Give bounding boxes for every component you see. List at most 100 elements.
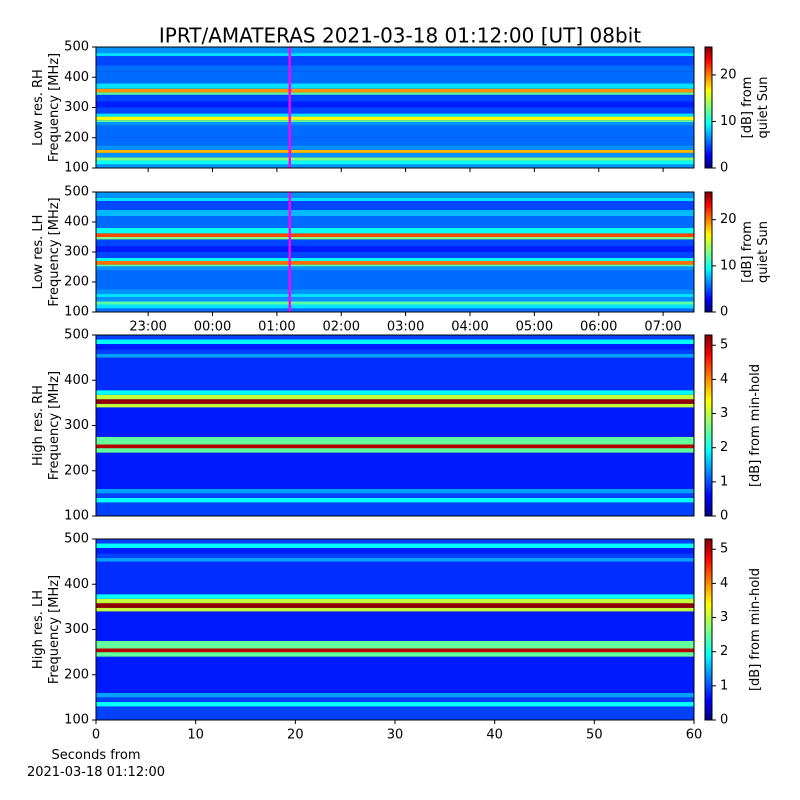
heatmap-band xyxy=(96,394,694,400)
x-tick-label: 60 xyxy=(686,728,703,743)
x-tick-label: 10 xyxy=(187,728,204,743)
heatmap-band xyxy=(96,71,694,84)
heatmap-band xyxy=(96,497,694,503)
heatmap-band xyxy=(96,107,694,114)
colorbar-tick-label: 3 xyxy=(720,610,728,625)
colorbar-tick-label: 4 xyxy=(720,372,728,387)
y-tick-label: 100 xyxy=(64,509,89,524)
heatmap-band xyxy=(96,692,694,698)
y-axis-label-line: Low res. LH xyxy=(31,215,46,290)
heatmap-band xyxy=(96,88,694,93)
heatmap-band xyxy=(96,349,694,355)
heatmap-band xyxy=(96,403,694,408)
colorbar-tick-label: 10 xyxy=(720,258,737,273)
y-tick-label: 300 xyxy=(64,418,89,433)
y-tick-label: 400 xyxy=(64,373,89,388)
colorbar-label: [dB] fromquiet Sun xyxy=(740,221,771,283)
colorbar-label-line: [dB] from min-hold xyxy=(748,568,763,691)
heatmap-band xyxy=(96,101,694,108)
y-tick-label: 400 xyxy=(64,70,89,85)
colorbar xyxy=(704,46,713,169)
heatmap-band xyxy=(96,436,694,445)
y-axis-label-line: Frequency [MHz] xyxy=(47,575,62,684)
heatmap-band xyxy=(96,648,694,653)
colorbar-label-line: quiet Sun xyxy=(756,76,771,138)
heatmap-band xyxy=(96,594,694,599)
y-tick-label: 500 xyxy=(64,532,89,547)
heatmap-band xyxy=(96,611,694,641)
x-tick-label: 20 xyxy=(287,728,304,743)
heatmap-band xyxy=(96,120,694,123)
y-tick-label: 100 xyxy=(64,713,89,728)
y-tick-label: 200 xyxy=(64,130,89,145)
heatmap-band xyxy=(96,239,694,246)
x-tick-label: 50 xyxy=(586,728,603,743)
y-tick-label: 500 xyxy=(64,40,89,55)
heatmap-band xyxy=(96,157,694,161)
colorbar-tick-label: 1 xyxy=(720,474,728,489)
heatmap-band xyxy=(96,56,694,66)
heatmap-band xyxy=(96,390,694,395)
colorbar-label-line: [dB] from xyxy=(740,77,755,139)
heatmap-band xyxy=(96,301,694,305)
heatmap-band xyxy=(96,493,694,498)
heatmap-band xyxy=(96,640,694,649)
heatmap-band xyxy=(96,548,694,554)
x-tick-label: 06:00 xyxy=(580,320,617,335)
heatmap-band xyxy=(96,210,694,216)
heatmap-band xyxy=(96,304,694,309)
heatmap-band xyxy=(96,607,694,612)
y-tick-label: 100 xyxy=(64,161,89,176)
heatmap-band xyxy=(96,652,694,657)
colorbar-label-line: [dB] from xyxy=(740,221,755,283)
heatmap-band xyxy=(96,308,694,312)
heatmap-band xyxy=(96,553,694,559)
x-axis-label-line: Seconds from xyxy=(51,748,140,763)
x-tick-label: 02:00 xyxy=(323,320,360,335)
heatmap-band xyxy=(96,160,694,165)
heatmap-band xyxy=(96,233,694,237)
colorbar-tick-label: 5 xyxy=(720,338,728,353)
x-tick-label: 07:00 xyxy=(644,320,681,335)
heatmap-band xyxy=(96,335,694,340)
x-tick-label: 23:00 xyxy=(129,320,166,335)
heatmap-band xyxy=(96,145,694,150)
heatmap-band xyxy=(96,407,694,437)
y-tick-label: 300 xyxy=(64,245,89,260)
y-axis-label: High res. LHFrequency [MHz] xyxy=(31,575,62,684)
x-tick-label: 04:00 xyxy=(451,320,488,335)
heatmap-band xyxy=(96,258,694,261)
heatmap-band xyxy=(96,452,694,489)
heatmap-band xyxy=(96,354,694,358)
x-tick-label: 40 xyxy=(486,728,503,743)
heatmap-band xyxy=(96,152,694,158)
heatmap-band xyxy=(96,201,694,210)
heatmap-band xyxy=(96,94,694,102)
heatmap-band xyxy=(96,339,694,345)
colorbar-label: [dB] from min-hold xyxy=(748,364,763,487)
x-tick-label: 01:00 xyxy=(258,320,295,335)
chart-title: IPRT/AMATERAS 2021-03-18 01:12:00 [UT] 0… xyxy=(159,24,641,48)
heatmap-band xyxy=(96,149,694,153)
heatmap-band xyxy=(96,697,694,702)
colorbar-label: [dB] fromquiet Sun xyxy=(740,76,771,138)
heatmap-band xyxy=(96,270,694,282)
heatmap-band xyxy=(96,53,694,57)
heatmap-band xyxy=(96,561,694,595)
colorbar xyxy=(704,538,713,721)
colorbar-tick-label: 0 xyxy=(720,509,728,524)
heatmap-band xyxy=(96,125,694,138)
x-axis-label-line: 2021-03-18 01:12:00 xyxy=(27,765,165,780)
heatmap-band xyxy=(96,237,694,240)
colorbar-tick-label: 0 xyxy=(720,305,728,320)
colorbar xyxy=(704,191,713,313)
heatmap-band xyxy=(96,539,694,544)
heatmap-band xyxy=(96,282,694,290)
heatmap-band xyxy=(96,122,694,126)
heatmap-band xyxy=(96,246,694,252)
heatmap-band xyxy=(96,598,694,604)
y-tick-label: 400 xyxy=(64,215,89,230)
heatmap-band xyxy=(96,198,694,201)
heatmap-band xyxy=(96,261,694,265)
colorbar-tick-label: 20 xyxy=(720,212,737,227)
